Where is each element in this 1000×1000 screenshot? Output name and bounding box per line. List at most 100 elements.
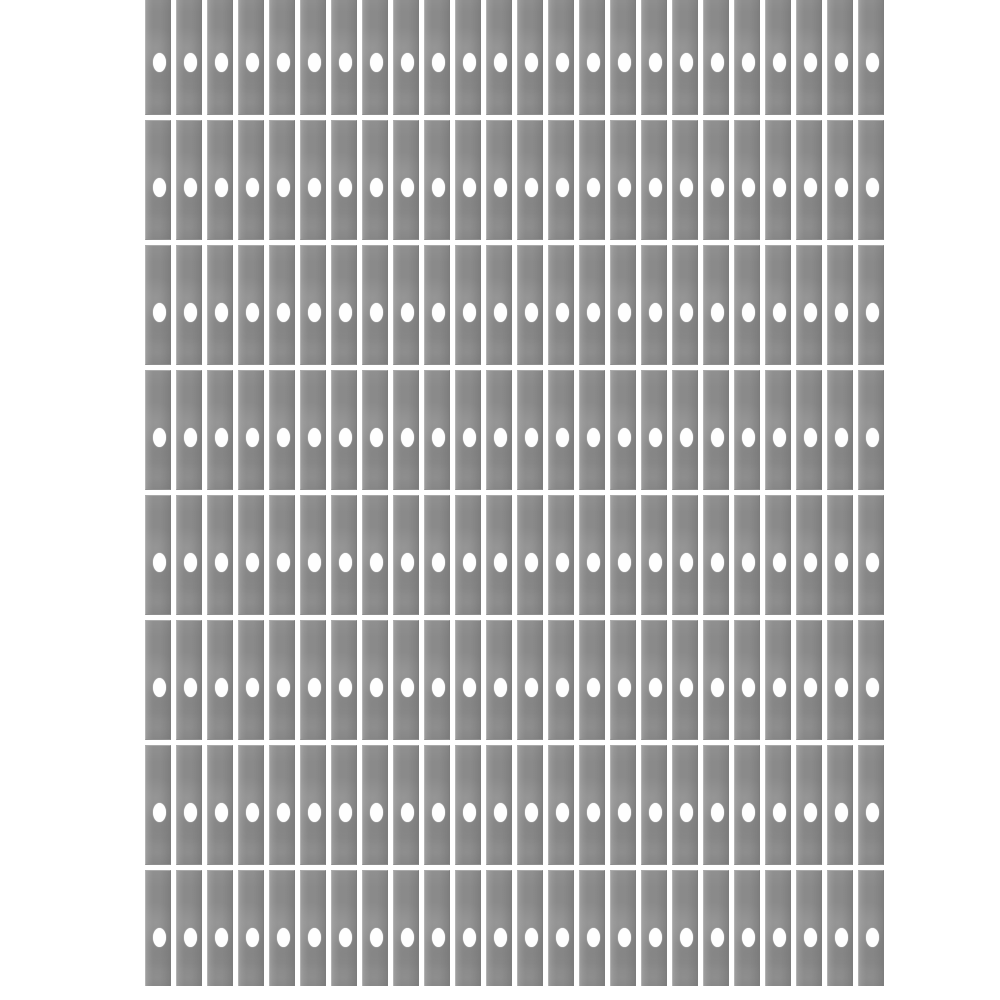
oval-hole xyxy=(617,427,631,447)
perforated-tile xyxy=(176,745,202,865)
perforated-tile xyxy=(827,870,853,986)
oval-hole xyxy=(865,677,879,697)
perforated-tile xyxy=(486,870,512,986)
oval-hole xyxy=(648,177,662,197)
oval-hole xyxy=(276,177,290,197)
oval-hole xyxy=(307,427,321,447)
oval-hole xyxy=(462,802,476,822)
oval-hole xyxy=(772,52,786,72)
perforated-tile xyxy=(672,870,698,986)
perforated-tile xyxy=(579,870,605,986)
perforated-tile xyxy=(238,870,264,986)
oval-hole xyxy=(369,52,383,72)
perforated-tile xyxy=(734,245,760,365)
perforated-tile xyxy=(393,620,419,740)
oval-hole xyxy=(338,552,352,572)
perforated-tile xyxy=(238,495,264,615)
perforated-tile xyxy=(517,0,543,115)
perforated-tile xyxy=(610,370,636,490)
tile-row xyxy=(145,745,891,865)
oval-hole xyxy=(524,427,538,447)
oval-hole xyxy=(276,302,290,322)
oval-hole xyxy=(834,927,848,947)
oval-hole xyxy=(245,802,259,822)
oval-hole xyxy=(679,927,693,947)
oval-hole xyxy=(865,927,879,947)
perforated-tile xyxy=(579,495,605,615)
perforated-tile xyxy=(300,0,326,115)
oval-hole xyxy=(431,802,445,822)
oval-hole xyxy=(834,427,848,447)
oval-hole xyxy=(803,927,817,947)
perforated-tile xyxy=(486,120,512,240)
perforated-tile xyxy=(579,120,605,240)
oval-hole xyxy=(741,552,755,572)
oval-hole xyxy=(369,177,383,197)
oval-hole xyxy=(183,177,197,197)
perforated-tile xyxy=(610,745,636,865)
oval-hole xyxy=(586,552,600,572)
oval-hole xyxy=(276,52,290,72)
perforated-tile xyxy=(858,120,884,240)
perforated-tile xyxy=(827,370,853,490)
oval-hole xyxy=(462,302,476,322)
perforated-tile xyxy=(455,495,481,615)
perforated-tile xyxy=(269,245,295,365)
oval-hole xyxy=(741,427,755,447)
perforated-tile xyxy=(858,0,884,115)
perforated-tile xyxy=(424,745,450,865)
oval-hole xyxy=(493,927,507,947)
perforated-tile xyxy=(703,495,729,615)
oval-hole xyxy=(245,177,259,197)
perforated-tile xyxy=(424,620,450,740)
oval-hole xyxy=(524,802,538,822)
oval-hole xyxy=(524,927,538,947)
perforated-tile xyxy=(300,620,326,740)
oval-hole xyxy=(586,427,600,447)
perforated-tile xyxy=(734,745,760,865)
perforated-tile xyxy=(827,120,853,240)
perforated-tile xyxy=(672,245,698,365)
oval-hole xyxy=(865,552,879,572)
perforated-tile xyxy=(486,620,512,740)
oval-hole xyxy=(772,552,786,572)
oval-hole xyxy=(586,52,600,72)
oval-hole xyxy=(338,677,352,697)
oval-hole xyxy=(400,52,414,72)
oval-hole xyxy=(648,677,662,697)
perforated-tile xyxy=(176,120,202,240)
oval-hole xyxy=(555,177,569,197)
oval-hole xyxy=(555,427,569,447)
oval-hole xyxy=(648,552,662,572)
perforated-tile xyxy=(455,120,481,240)
perforated-tile xyxy=(145,495,171,615)
perforated-tile xyxy=(424,0,450,115)
oval-hole xyxy=(493,52,507,72)
oval-hole xyxy=(524,677,538,697)
perforated-tile xyxy=(796,370,822,490)
oval-hole xyxy=(679,677,693,697)
perforated-tile xyxy=(145,745,171,865)
perforated-tile xyxy=(269,620,295,740)
perforated-tile xyxy=(517,870,543,986)
perforated-tile xyxy=(858,370,884,490)
oval-hole xyxy=(214,302,228,322)
perforated-tile xyxy=(455,0,481,115)
oval-hole xyxy=(214,177,228,197)
oval-hole xyxy=(617,927,631,947)
oval-hole xyxy=(648,427,662,447)
oval-hole xyxy=(431,177,445,197)
oval-hole xyxy=(803,177,817,197)
perforated-tile xyxy=(579,745,605,865)
perforated-tile xyxy=(796,620,822,740)
oval-hole xyxy=(214,802,228,822)
oval-hole xyxy=(524,552,538,572)
perforated-tile xyxy=(362,495,388,615)
perforated-tile xyxy=(796,870,822,986)
oval-hole xyxy=(741,927,755,947)
oval-hole xyxy=(276,552,290,572)
perforated-tile xyxy=(393,0,419,115)
oval-hole xyxy=(307,677,321,697)
oval-hole xyxy=(772,177,786,197)
